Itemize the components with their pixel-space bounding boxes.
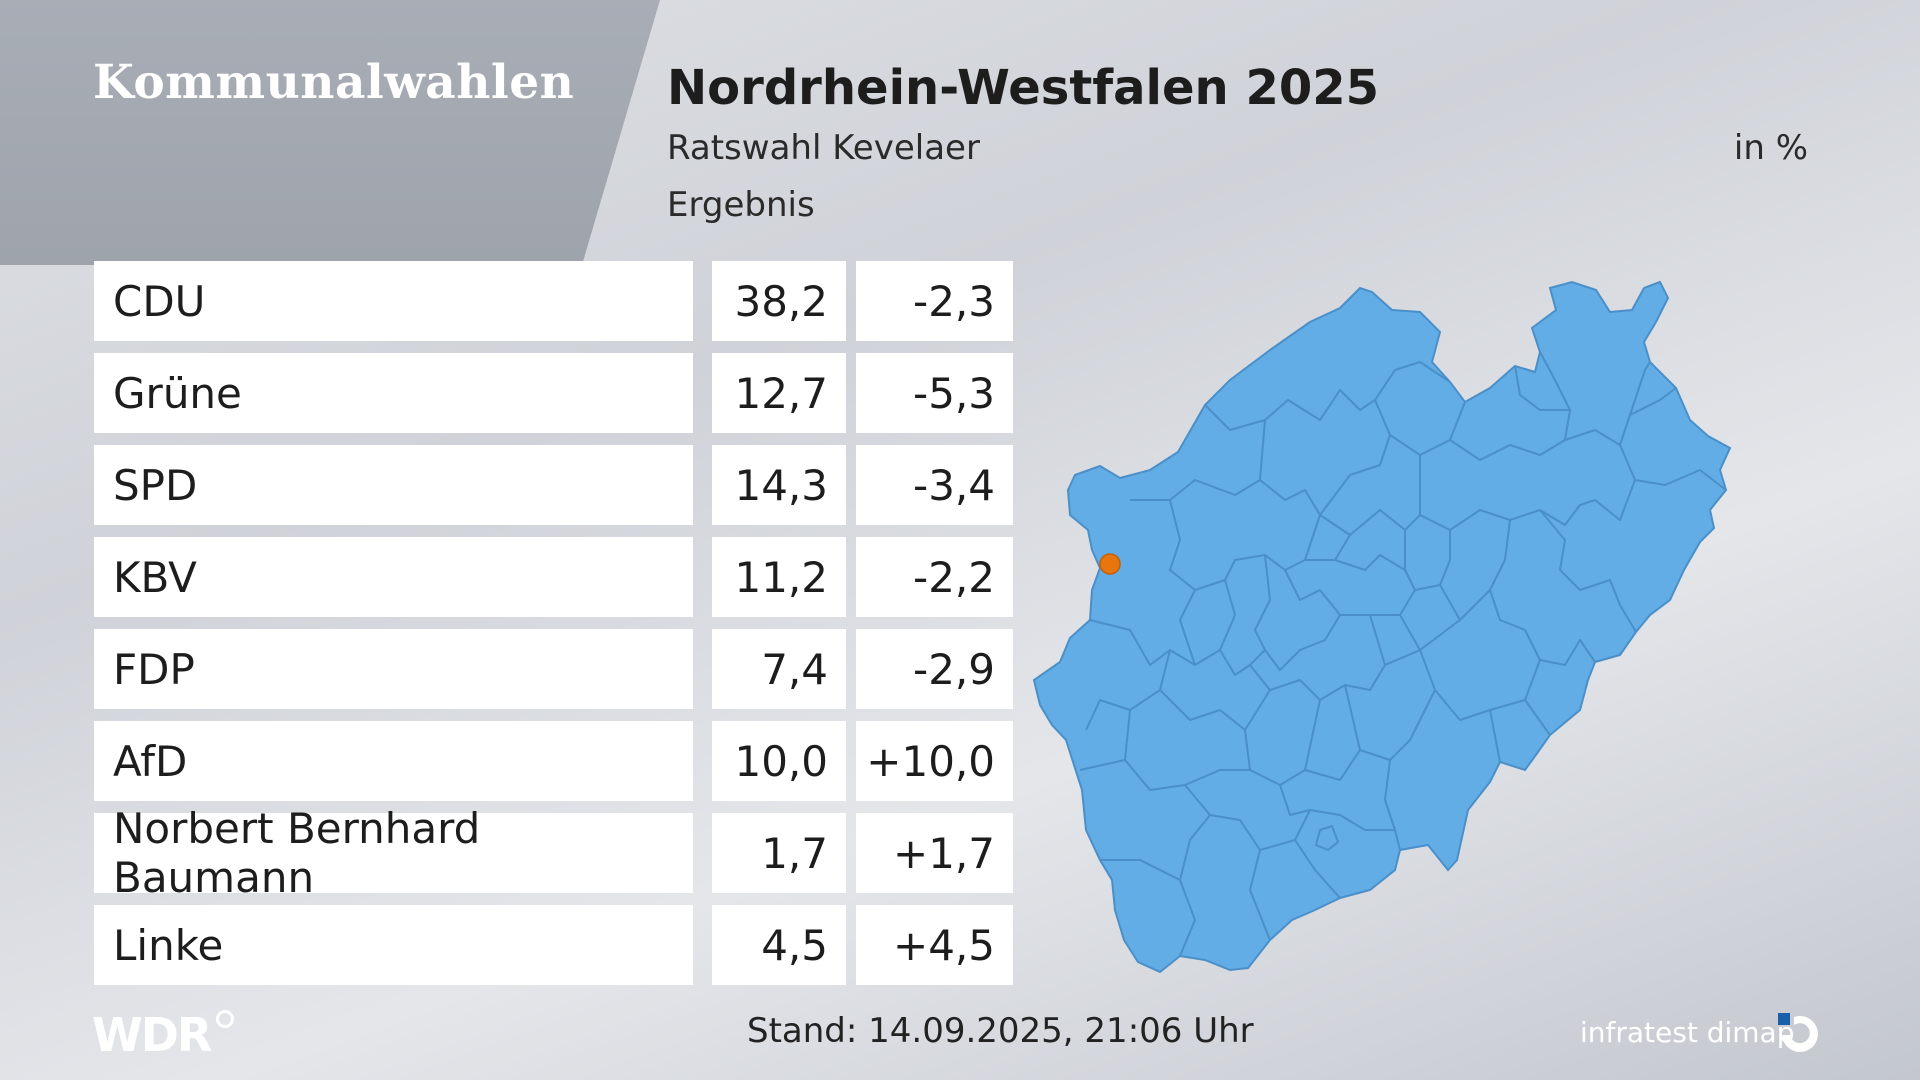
party-name: KBV	[94, 537, 693, 617]
party-value: 4,5	[712, 905, 846, 985]
party-value: 10,0	[712, 721, 846, 801]
party-name: FDP	[94, 629, 693, 709]
unit-label: in %	[1733, 128, 1808, 168]
party-name: CDU	[94, 261, 693, 341]
party-diff: -2,2	[856, 537, 1013, 617]
subtitle: Ratswahl Kevelaer	[667, 128, 980, 168]
party-name: Norbert Bernhard Baumann	[94, 804, 693, 902]
nrw-map	[1032, 280, 1732, 974]
wdr-logo: WDR	[92, 1008, 212, 1062]
party-name: SPD	[94, 445, 693, 525]
party-diff: -5,3	[856, 353, 1013, 433]
party-name: AfD	[94, 721, 693, 801]
party-value: 14,3	[712, 445, 846, 525]
party-diff: -3,4	[856, 445, 1013, 525]
party-value: 12,7	[712, 353, 846, 433]
nrw-outline	[1032, 280, 1732, 974]
brand-title: Kommunalwahlen	[93, 55, 575, 110]
infratest-dimap-logo-icon	[1778, 1013, 1818, 1052]
header-panel	[0, 0, 660, 265]
party-diff: +1,7	[856, 813, 1013, 893]
party-value: 38,2	[712, 261, 846, 341]
party-diff: -2,3	[856, 261, 1013, 341]
party-value: 1,7	[712, 813, 846, 893]
timestamp: Stand: 14.09.2025, 21:06 Uhr	[747, 1011, 1254, 1051]
party-diff: -2,9	[856, 629, 1013, 709]
ard-mark-icon	[216, 1010, 234, 1028]
party-diff: +4,5	[856, 905, 1013, 985]
party-value: 7,4	[712, 629, 846, 709]
pollster-name: infratest dimap	[1580, 1016, 1795, 1049]
kevelaer-marker	[1099, 553, 1121, 575]
party-name: Linke	[94, 905, 693, 985]
district-borders	[1079, 351, 1727, 957]
description: Ergebnis	[667, 185, 815, 225]
party-diff: +10,0	[856, 721, 1013, 801]
page-title: Nordrhein-Westfalen 2025	[667, 60, 1380, 116]
party-name: Grüne	[94, 353, 693, 433]
party-value: 11,2	[712, 537, 846, 617]
